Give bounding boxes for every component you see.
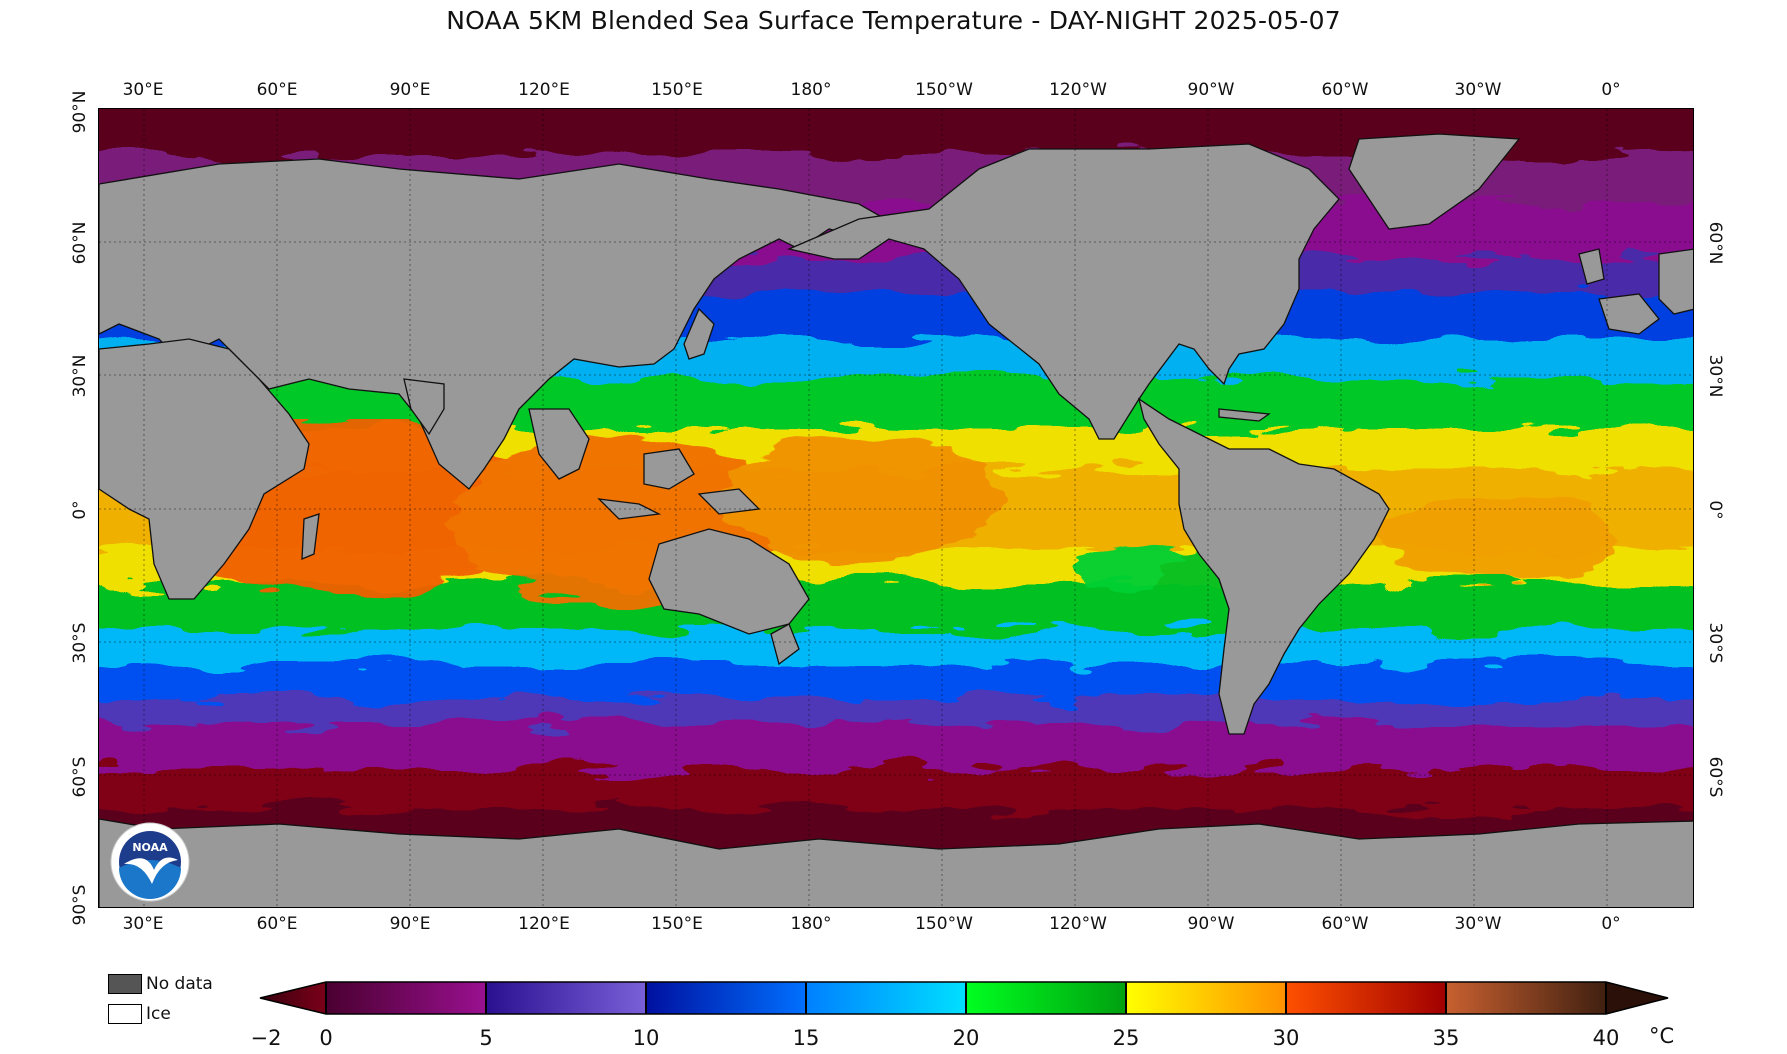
top-label: 120°E: [518, 80, 570, 100]
bottom-label: 180°: [790, 914, 832, 934]
colorbar-tick-label: 10: [632, 1026, 660, 1050]
top-label: 60°E: [256, 80, 298, 100]
colorbar-segment: [260, 982, 326, 1014]
noaa-logo-text: NOAA: [132, 841, 168, 854]
colorbar-segment: [1446, 982, 1606, 1014]
bottom-label: 60°W: [1321, 914, 1369, 934]
colorbar-tick-label: 20: [952, 1026, 980, 1050]
colorbar-tick-label: −2: [250, 1026, 282, 1050]
legend-no-data: No data: [108, 974, 213, 994]
colorbar-graphic: [259, 981, 1669, 1015]
left-label: 0°: [70, 500, 90, 520]
right-label: 30°S: [1705, 622, 1725, 664]
colorbar-unit: °C: [1649, 1024, 1675, 1048]
top-label: 150°E: [651, 80, 703, 100]
bottom-label: 120°E: [518, 914, 570, 934]
top-label: 30°W: [1454, 80, 1502, 100]
colorbar-tick-label: 25: [1112, 1026, 1140, 1050]
colorbar-tick-label: 35: [1432, 1026, 1460, 1050]
right-label: 60°N: [1705, 221, 1725, 265]
left-label: 30°S: [70, 622, 90, 664]
temperature-colorbar: −2 0 5 10 15 20 25 30 35 40 °C: [251, 974, 1676, 1054]
colorbar-segment: [806, 982, 966, 1014]
no-data-swatch: [108, 974, 142, 994]
colorbar-tick-label: 5: [479, 1026, 493, 1050]
bottom-label: 30°E: [122, 914, 164, 934]
right-label: 60°S: [1705, 756, 1725, 798]
left-label: 90°N: [70, 90, 90, 134]
colorbar-tick-label: 30: [1272, 1026, 1300, 1050]
land-masses: [99, 133, 1693, 907]
colorbar-tick-label: 40: [1592, 1026, 1620, 1050]
left-label: 30°N: [70, 354, 90, 398]
no-data-label: No data: [146, 974, 213, 994]
top-label: 150°W: [915, 80, 973, 100]
bottom-label: 90°E: [389, 914, 431, 934]
bottom-label: 60°E: [256, 914, 298, 934]
left-label: 60°N: [70, 221, 90, 265]
ice-swatch: [108, 1004, 142, 1024]
colorbar-tick-label: 15: [792, 1026, 820, 1050]
colorbar-segment: [486, 982, 646, 1014]
left-label: 60°S: [70, 756, 90, 798]
bottom-label: 0°: [1601, 914, 1621, 934]
bottom-label: 30°W: [1454, 914, 1502, 934]
top-label: 90°W: [1187, 80, 1235, 100]
bottom-label: 150°E: [651, 914, 703, 934]
top-label: 120°W: [1049, 80, 1107, 100]
noaa-logo: NOAA: [110, 822, 190, 902]
top-label: 0°: [1601, 80, 1621, 100]
left-label: 90°S: [70, 884, 90, 926]
colorbar-segment: [1126, 982, 1286, 1014]
ice-label: Ice: [146, 1004, 171, 1024]
colorbar-max-arrow: [1606, 982, 1668, 1014]
legend-ice: Ice: [108, 1004, 171, 1024]
sst-map[interactable]: [98, 108, 1694, 908]
right-label: 0°: [1705, 500, 1725, 520]
top-label: 60°W: [1321, 80, 1369, 100]
top-label: 180°: [790, 80, 832, 100]
sst-map-canvas: [99, 109, 1693, 907]
colorbar-segment: [966, 982, 1126, 1014]
colorbar-segment: [646, 982, 806, 1014]
top-label: 30°E: [122, 80, 164, 100]
colorbar-segment: [1286, 982, 1446, 1014]
bottom-label: 90°W: [1187, 914, 1235, 934]
top-label: 90°E: [389, 80, 431, 100]
bottom-label: 150°W: [915, 914, 973, 934]
bottom-label: 120°W: [1049, 914, 1107, 934]
colorbar-tick-label: 0: [319, 1026, 333, 1050]
colorbar-segment: [326, 982, 486, 1014]
right-label: 30°N: [1705, 354, 1725, 398]
noaa-seal-icon: NOAA: [110, 822, 190, 902]
graticule: [99, 109, 1693, 907]
page-title: NOAA 5KM Blended Sea Surface Temperature…: [446, 6, 1341, 35]
